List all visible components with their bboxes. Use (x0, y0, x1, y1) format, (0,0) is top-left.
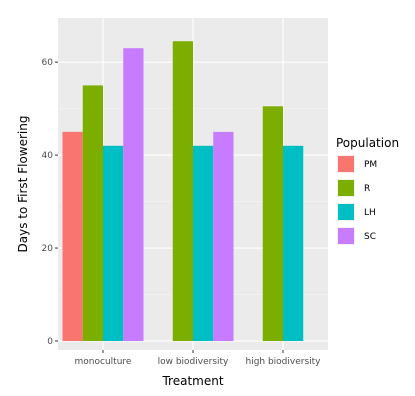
legend-label-sc: SC (364, 232, 376, 242)
y-axis: 0 20 40 60 (42, 58, 58, 347)
y-axis-title: Days to First Flowering (16, 116, 30, 253)
x-tick-label: monoculture (75, 357, 132, 367)
legend-key-sc (338, 228, 354, 244)
legend-key-pm (338, 156, 354, 172)
y-tick-label: 20 (42, 244, 54, 254)
bar-r-monoculture (82, 85, 103, 341)
bar-sc-low-biodiversity (213, 131, 234, 341)
legend-key-lh (338, 204, 354, 220)
y-tick-label: 0 (47, 337, 53, 347)
legend-label-r: R (364, 184, 370, 194)
bars (62, 41, 304, 342)
x-axis-title: Treatment (161, 374, 223, 388)
bar-pm-monoculture (62, 131, 83, 341)
bar-r-low-biodiversity (172, 41, 193, 341)
legend-title: Population (336, 136, 399, 150)
bar-lh-high-biodiversity (283, 145, 304, 341)
x-axis: monoculture low biodiversity high biodiver… (75, 350, 321, 367)
bar-lh-low-biodiversity (193, 145, 214, 341)
bar-sc-monoculture (123, 48, 144, 342)
bar-lh-monoculture (103, 145, 124, 341)
y-tick-label: 40 (42, 151, 54, 161)
x-tick-label: low biodiversity (158, 357, 229, 367)
bar-r-high-biodiversity (262, 106, 283, 341)
x-tick-label: high biodiversity (245, 357, 321, 367)
legend-label-pm: PM (364, 160, 377, 170)
y-tick-label: 60 (42, 58, 54, 68)
legend: Population PM R LH SC (336, 136, 399, 245)
legend-label-lh: LH (364, 208, 376, 218)
legend-key-r (338, 180, 354, 196)
